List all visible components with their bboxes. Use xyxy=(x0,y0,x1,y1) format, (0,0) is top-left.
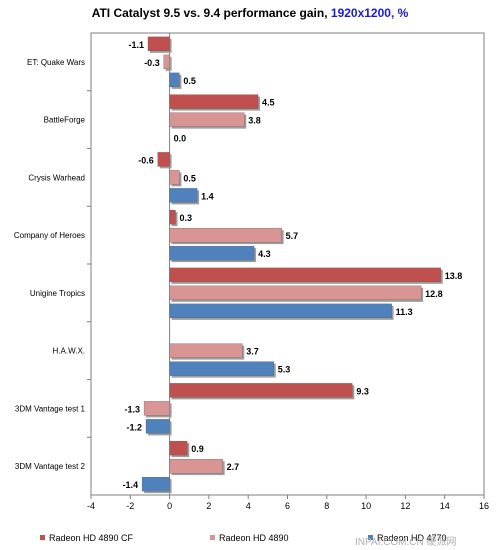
bar xyxy=(169,440,188,456)
x-tick-label: 0 xyxy=(167,501,172,511)
bar xyxy=(169,267,441,283)
bar xyxy=(169,94,259,109)
category-label: Crysis Warhead xyxy=(28,173,85,182)
bar xyxy=(169,227,282,243)
legend-swatch xyxy=(210,535,215,540)
bar xyxy=(147,36,170,52)
data-label: 5.3 xyxy=(278,365,291,375)
x-tick-label: 2 xyxy=(206,501,211,511)
watermark: INPAI.COM.CN 硬派网 xyxy=(355,536,456,548)
category-labels: ET: Quake Wars BattleForge Crysis Warhead C… xyxy=(14,58,91,471)
x-tick-label: 14 xyxy=(440,501,450,511)
legend-label: Radeon HD 4770 xyxy=(377,533,447,543)
chart-title-main: ATI Catalyst 9.5 vs. 9.4 performance gai… xyxy=(91,6,331,20)
data-label: 13.8 xyxy=(445,271,463,281)
legend: Radeon HD 4890 CF Radeon HD 4890 Radeon HD… xyxy=(40,533,447,543)
bar xyxy=(169,285,422,301)
bar xyxy=(169,383,353,398)
x-tick-label: 8 xyxy=(324,501,329,511)
data-label: -1.3 xyxy=(125,404,141,414)
data-label: 5.7 xyxy=(286,231,299,241)
x-tick-label: 16 xyxy=(479,501,489,511)
legend-swatch xyxy=(368,535,373,540)
category-label: H.A.W.X. xyxy=(53,347,85,356)
bar xyxy=(169,112,245,127)
data-label: 11.3 xyxy=(396,307,413,317)
data-label: 0.3 xyxy=(179,213,192,223)
chart-title-sub: 1920x1200, % xyxy=(330,6,409,20)
x-axis: -4 -2 0 2 4 6 8 10 12 14 16 xyxy=(87,495,489,511)
data-label: 0.0 xyxy=(174,134,187,144)
bar xyxy=(141,476,170,492)
data-label: -1.4 xyxy=(123,480,139,490)
plot-area xyxy=(90,32,485,496)
bars xyxy=(141,36,443,494)
data-label: -0.6 xyxy=(138,155,154,165)
data-label: 0.5 xyxy=(183,76,196,86)
x-tick-label: 10 xyxy=(361,501,371,511)
data-label: 12.8 xyxy=(425,289,443,299)
category-label: 3DM Vantage test 2 xyxy=(15,462,86,471)
x-tick-label: 4 xyxy=(246,501,251,511)
bar xyxy=(143,401,170,416)
bar xyxy=(145,419,170,434)
data-label: 2.7 xyxy=(227,462,240,472)
legend-label: Radeon HD 4890 CF xyxy=(49,533,134,543)
category-label: BattleForge xyxy=(44,116,86,125)
bar xyxy=(169,72,180,88)
legend-swatch xyxy=(40,535,45,540)
data-label: 4.5 xyxy=(262,98,275,108)
bar xyxy=(169,303,392,319)
bar xyxy=(169,361,274,376)
x-tick-label: -4 xyxy=(87,501,95,511)
chart-title: ATI Catalyst 9.5 vs. 9.4 performance gai… xyxy=(0,6,500,20)
data-label: 3.8 xyxy=(248,116,261,126)
data-labels: -1.1-0.3 0.5 4.53.8 0.0 -0.6 0.5 1.4 0.3 5.7 4.3 1… xyxy=(123,40,463,490)
bar xyxy=(169,188,198,203)
bar xyxy=(169,245,255,261)
data-label: 0.5 xyxy=(183,173,196,183)
category-label: Company of Heroes xyxy=(14,231,85,240)
bar xyxy=(169,343,243,358)
data-label: 4.3 xyxy=(258,249,271,259)
data-label: 9.3 xyxy=(356,386,369,396)
data-label: 3.7 xyxy=(246,347,259,357)
plot-frame xyxy=(90,32,485,496)
legend-label: Radeon HD 4890 xyxy=(219,533,289,543)
category-label: 3DM Vantage test 1 xyxy=(15,404,86,413)
category-label: ET: Quake Wars xyxy=(27,58,85,67)
data-label: -1.2 xyxy=(127,422,143,432)
bar xyxy=(169,458,223,474)
data-label: 1.4 xyxy=(201,191,214,201)
bar xyxy=(163,54,170,70)
data-label: 0.9 xyxy=(191,444,204,454)
x-tick-label: 6 xyxy=(285,501,290,511)
bar xyxy=(157,152,170,167)
bar xyxy=(169,170,180,185)
category-label: Unigine Tropics xyxy=(30,289,85,298)
data-label: -0.3 xyxy=(144,58,160,68)
bar xyxy=(169,209,176,225)
x-tick-label: -2 xyxy=(126,501,134,511)
x-tick-label: 12 xyxy=(400,501,410,511)
data-label: -1.1 xyxy=(128,40,144,50)
